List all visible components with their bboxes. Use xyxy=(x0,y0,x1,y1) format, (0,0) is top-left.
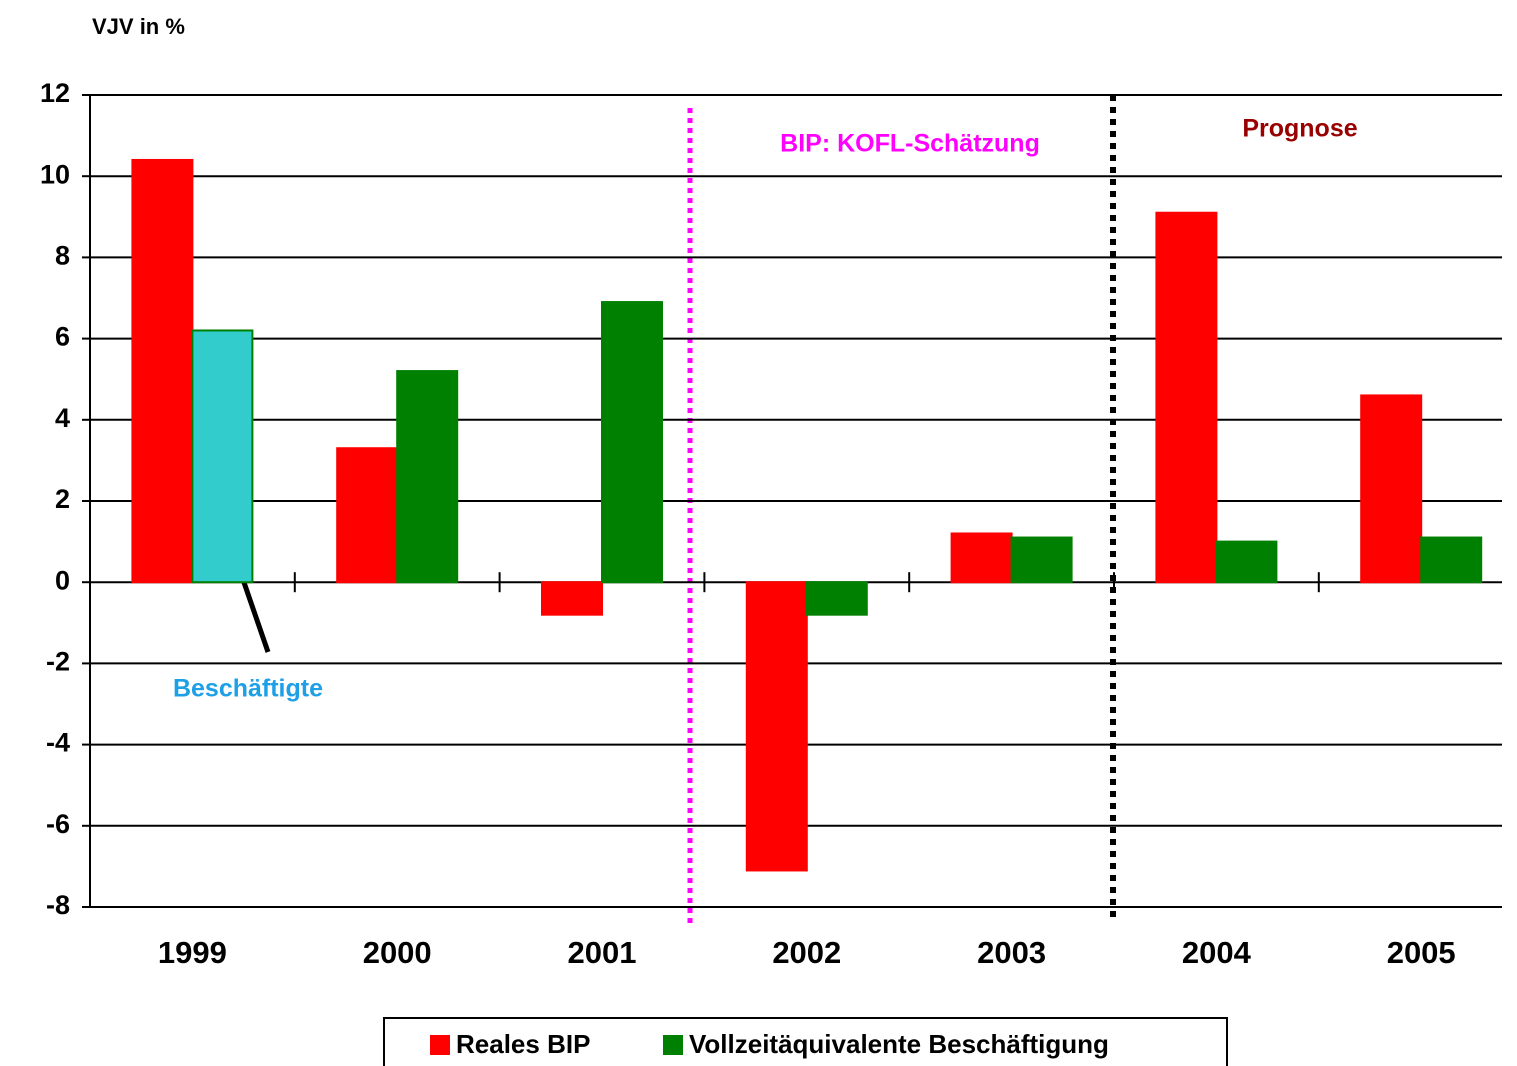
y-tick-label: 8 xyxy=(55,241,70,271)
bar xyxy=(191,329,254,584)
y-tick-label: 12 xyxy=(40,78,70,108)
x-tick-label: 2000 xyxy=(363,935,432,970)
bar xyxy=(541,581,603,616)
x-tick-label: 2005 xyxy=(1387,935,1456,970)
bar xyxy=(950,532,1013,584)
legend-box xyxy=(383,1017,1228,1066)
bar xyxy=(745,581,808,872)
bar xyxy=(1360,394,1423,584)
x-tick-label: 2004 xyxy=(1182,935,1252,970)
y-tick-label: 2 xyxy=(55,484,70,514)
bar xyxy=(601,301,663,584)
legend: Reales BIP Vollzeitäquivalente Beschäftig… xyxy=(383,1017,1228,1066)
y-tick-label: 6 xyxy=(55,322,70,352)
y-tick-label: -4 xyxy=(46,728,70,758)
annotation: Beschäftigte xyxy=(173,675,323,703)
y-axis-label: VJV in % xyxy=(92,14,185,39)
bar xyxy=(1420,536,1483,584)
bar xyxy=(396,370,459,584)
y-tick-label: 0 xyxy=(55,565,70,595)
bar xyxy=(131,158,194,584)
bar xyxy=(1155,211,1218,584)
bar xyxy=(805,581,868,616)
bar xyxy=(336,447,399,584)
legend-label: Reales BIP xyxy=(456,1029,590,1059)
y-tick-label: -2 xyxy=(46,647,70,677)
x-tick-label: 2002 xyxy=(772,935,841,970)
x-tick-label: 1999 xyxy=(158,935,227,970)
y-tick-label: 10 xyxy=(40,159,70,189)
x-tick-label: 2001 xyxy=(568,935,637,970)
bar xyxy=(1010,536,1073,584)
annotation: BIP: KOFL-Schätzung xyxy=(780,130,1040,158)
legend-swatch xyxy=(663,1035,683,1055)
legend-label: Vollzeitäquivalente Beschäftigung xyxy=(689,1029,1109,1059)
bar xyxy=(1215,540,1278,584)
x-tick-label: 2003 xyxy=(977,935,1046,970)
annotation: Prognose xyxy=(1242,115,1357,143)
y-tick-label: -8 xyxy=(46,890,70,920)
y-tick-label: 4 xyxy=(55,403,70,433)
y-tick-label: -6 xyxy=(46,809,70,839)
legend-swatch xyxy=(430,1035,450,1055)
